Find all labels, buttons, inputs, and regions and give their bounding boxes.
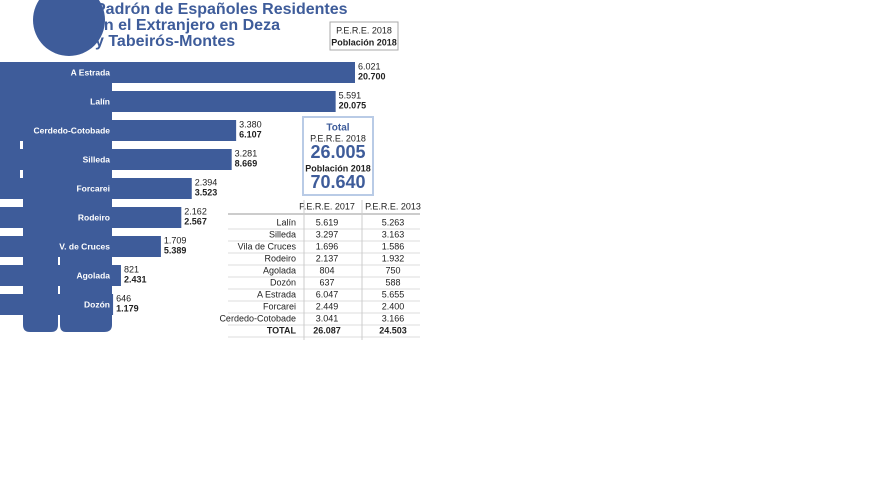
table-cell: Forcarei	[263, 301, 296, 311]
table-cell: 3.041	[316, 313, 339, 323]
value-label: 20.700	[358, 71, 386, 81]
value-label: 1.709	[164, 235, 187, 245]
bar-label: Lalín	[90, 96, 110, 106]
table-cell: 588	[385, 277, 400, 287]
value-label: 20.075	[339, 100, 367, 110]
bar	[0, 149, 232, 170]
bar	[0, 178, 192, 199]
table-cell: 1.696	[316, 241, 339, 251]
legend-entry: P.E.R.E. 2018	[336, 25, 392, 35]
table-cell: 3.297	[316, 229, 339, 239]
value-label: 6.107	[239, 129, 262, 139]
chart-title: Padrón de Españoles Residentes	[95, 1, 348, 18]
bar-label: Cerdedo-Cotobade	[34, 125, 111, 135]
chart-title: y Tabeirós-Montes	[95, 33, 235, 50]
table-cell: Agolada	[263, 265, 296, 275]
legend-box	[329, 21, 399, 51]
bar	[0, 236, 161, 257]
value-label: 1.179	[116, 303, 139, 313]
value-label: 3.380	[239, 119, 262, 129]
value-label: 5.591	[339, 90, 362, 100]
value-label: 3.523	[195, 187, 218, 197]
bar-label: Agolada	[76, 270, 110, 280]
table-cell: 3.166	[382, 313, 405, 323]
value-label: 646	[116, 293, 131, 303]
value-label: 2.394	[195, 177, 218, 187]
bar	[0, 265, 121, 286]
total-label: Población 2018	[305, 163, 371, 173]
table-cell: 5.263	[382, 217, 405, 227]
value-label: 6.021	[358, 61, 381, 71]
bar-label: Forcarei	[76, 183, 110, 193]
value-label: 3.281	[235, 148, 258, 158]
value-label: 8.669	[235, 158, 258, 168]
legend-entry: Población 2018	[331, 37, 397, 47]
value-label: 2.567	[184, 216, 207, 226]
chart-title: en el Extranjero en Deza	[95, 17, 280, 34]
table-header: P.E.R.E. 2017	[299, 201, 355, 211]
total-title: Total	[326, 123, 349, 134]
bar-label: A Estrada	[71, 67, 111, 77]
bar-label: Silleda	[83, 154, 111, 164]
table-header: P.E.R.E. 2013	[365, 201, 421, 211]
table-cell: Lalín	[276, 217, 296, 227]
table-cell: 2.137	[316, 253, 339, 263]
table-cell: TOTAL	[267, 325, 297, 335]
table-cell: Silleda	[269, 229, 296, 239]
table-cell: 24.503	[379, 325, 407, 335]
table-cell: Cerdedo-Cotobade	[219, 313, 296, 323]
bar	[0, 62, 355, 83]
table-cell: 26.087	[313, 325, 341, 335]
table-cell: 3.163	[382, 229, 405, 239]
value-label: 2.431	[124, 274, 147, 284]
value-label: 5.389	[164, 245, 187, 255]
figure-head	[33, 0, 105, 56]
table-cell: 2.400	[382, 301, 405, 311]
table-cell: 1.932	[382, 253, 405, 263]
bar	[0, 207, 182, 228]
table-cell: Vila de Cruces	[238, 241, 297, 251]
value-label: 821	[124, 264, 139, 274]
bar-label: V. de Cruces	[59, 241, 110, 251]
bar	[0, 294, 114, 315]
bar-label: Rodeiro	[78, 212, 110, 222]
table-cell: 1.586	[382, 241, 405, 251]
table-cell: Dozón	[270, 277, 296, 287]
bar-label: Dozón	[84, 299, 110, 309]
table-cell: 6.047	[316, 289, 339, 299]
table-cell: 2.449	[316, 301, 339, 311]
total-label: P.E.R.E. 2018	[310, 133, 366, 143]
total-value: 26.005	[310, 142, 365, 162]
table-cell: A Estrada	[257, 289, 296, 299]
table-cell: Rodeiro	[264, 253, 296, 263]
bar	[0, 91, 336, 112]
total-value: 70.640	[310, 172, 365, 192]
table-cell: 804	[319, 265, 334, 275]
bar	[0, 120, 237, 141]
table-cell: 750	[385, 265, 400, 275]
table-cell: 5.655	[382, 289, 405, 299]
value-label: 2.162	[184, 206, 207, 216]
table-cell: 637	[319, 277, 334, 287]
total-box	[302, 116, 374, 196]
table-cell: 5.619	[316, 217, 339, 227]
